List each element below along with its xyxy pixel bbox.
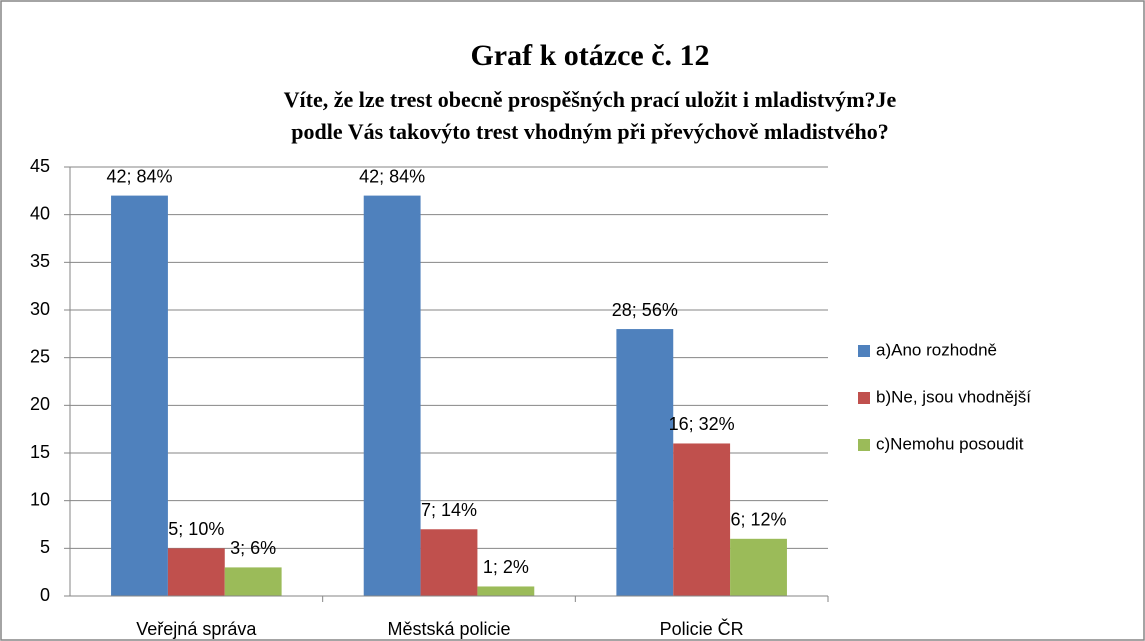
y-tick-label: 15 (30, 442, 50, 462)
bar (673, 443, 731, 596)
bar (111, 195, 168, 596)
data-label: 5; 10% (168, 519, 224, 539)
data-label: 6; 12% (730, 510, 786, 530)
chart-title: Graf k otázce č. 12 (470, 39, 709, 72)
bar (730, 538, 787, 596)
bar (167, 548, 225, 596)
y-tick-label: 45 (30, 156, 50, 176)
data-label: 7; 14% (421, 500, 477, 520)
legend-swatch (858, 439, 870, 451)
data-label: 28; 56% (612, 300, 678, 320)
chart-subtitle: podle Vás takovýto trest vhodným při pře… (291, 119, 888, 144)
y-tick-label: 10 (30, 489, 50, 509)
y-tick-label: 25 (30, 346, 50, 366)
bar (420, 529, 478, 596)
bar (616, 329, 674, 596)
x-tick-label: Policie ČR (660, 618, 744, 639)
chart-subtitle: Víte, že lze trest obecně prospěšných pr… (284, 87, 897, 112)
x-tick-label: Veřejná správa (136, 619, 257, 639)
bar (477, 586, 535, 596)
bar (363, 195, 421, 596)
bar (224, 567, 282, 596)
data-label: 3; 6% (230, 538, 276, 558)
legend-label: b)Ne, jsou vhodnější (876, 387, 1031, 406)
data-label: 42; 84% (359, 166, 425, 186)
legend-label: c)Nemohu posoudit (876, 434, 1024, 453)
y-tick-label: 5 (40, 537, 50, 557)
y-tick-label: 0 (40, 585, 50, 605)
y-tick-label: 40 (30, 203, 50, 223)
data-label: 1; 2% (483, 557, 529, 577)
x-tick-label: Městská policie (387, 619, 510, 639)
legend-swatch (858, 392, 870, 404)
data-label: 16; 32% (669, 414, 735, 434)
y-tick-label: 30 (30, 299, 50, 319)
y-tick-label: 20 (30, 394, 50, 414)
y-tick-label: 35 (30, 251, 50, 271)
legend-swatch (858, 345, 870, 357)
legend-label: a)Ano rozhodně (876, 340, 997, 359)
data-label: 42; 84% (106, 166, 172, 186)
